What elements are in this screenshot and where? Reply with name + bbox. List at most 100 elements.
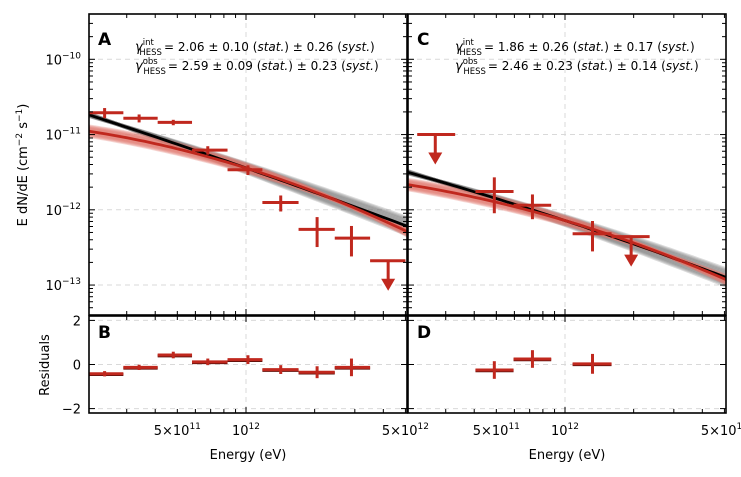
- data-point: [334, 225, 371, 257]
- gamma-superscript: int: [463, 38, 475, 48]
- tick-base: 10: [45, 129, 62, 144]
- panel-letter: A: [98, 30, 112, 50]
- tick-exponent: −10: [62, 51, 81, 61]
- data-point: [513, 194, 552, 220]
- tick-base: 10: [551, 424, 568, 439]
- panel-letter: C: [417, 30, 429, 50]
- tick-exponent: 12: [249, 422, 260, 432]
- residual-point: [227, 355, 263, 365]
- data-point: [227, 165, 263, 176]
- tick-base: 5×10: [473, 424, 509, 439]
- plot-area: [408, 14, 726, 315]
- residual-point: [334, 358, 371, 377]
- data-point: [475, 177, 514, 214]
- fit-annotation-line: γobs HESS = 2.46 ± 0.23 (stat.) ± 0.14 (sy…: [455, 57, 699, 77]
- y-gridlines: [89, 319, 407, 410]
- tick-base: 5×10: [701, 424, 737, 439]
- x-ticks: [126, 316, 406, 413]
- tick-base: 5×10: [382, 424, 418, 439]
- annotation-text: = 2.06 ± 0.10 (: [164, 40, 258, 54]
- model-uncertainty-bands: [408, 169, 726, 288]
- tick-exponent: −12: [62, 202, 81, 212]
- y-label-sup: −2: [15, 133, 25, 146]
- annotation-italic: syst.: [346, 59, 374, 73]
- annotation-italic: stat.: [261, 59, 288, 73]
- annotation-italic: stat.: [257, 40, 284, 54]
- x-axis-label-right: Energy (eV): [529, 448, 606, 463]
- y-ticks: [408, 13, 726, 316]
- tick-base: 10: [45, 279, 62, 294]
- residual-point: [298, 366, 335, 379]
- annotation-italic: syst.: [342, 40, 370, 54]
- x-tick-label: 5×1012: [701, 422, 741, 439]
- tick-exponent: −13: [62, 277, 81, 287]
- tick-base: 10: [232, 424, 249, 439]
- fit-annotation-line: γint HESS = 1.86 ± 0.26 (stat.) ± 0.17 (sy…: [455, 38, 695, 58]
- data-point: [572, 220, 612, 252]
- tick-base: 10: [45, 204, 62, 219]
- residual-point: [572, 353, 612, 374]
- annotation-italic: stat.: [581, 59, 608, 73]
- gamma-subscript: HESS: [459, 48, 482, 58]
- annotation-text: ) ± 0.14 (: [608, 59, 666, 73]
- upper-limit-point: [417, 133, 456, 165]
- residual-point: [89, 371, 124, 377]
- x-tick-label: 1012: [551, 422, 579, 439]
- x-axis-label-left: Energy (eV): [210, 448, 287, 463]
- y-axis-label-flux: E dN/dE (cm−2 s−1): [15, 104, 31, 227]
- tick-exponent: −11: [62, 127, 81, 137]
- upper-limit-arrow: [428, 152, 443, 165]
- y-label-sup: −1: [15, 109, 25, 122]
- gamma-subscript: HESS: [463, 67, 486, 77]
- annotation-text: ): [374, 59, 379, 73]
- y-gridlines: [408, 319, 726, 410]
- upper-limit-point: [611, 235, 650, 267]
- observed-model-line: [408, 183, 726, 282]
- data-point: [192, 146, 228, 155]
- gamma-superscript: int: [143, 38, 155, 48]
- gamma-subscript: HESS: [139, 48, 162, 58]
- annotation-text: = 2.59 ± 0.09 (: [168, 59, 262, 73]
- plot-area: [89, 14, 407, 315]
- x-ticks: [126, 14, 406, 315]
- x-tick-label: 1012: [232, 422, 260, 439]
- residual-point: [192, 358, 228, 366]
- data-point: [89, 108, 124, 119]
- y-axis-label-residuals: Residuals: [38, 334, 53, 396]
- tick-base: 5×10: [154, 424, 190, 439]
- y-ticks: [89, 13, 407, 316]
- residual-point: [475, 361, 514, 379]
- annotation-text: = 1.86 ± 0.26 (: [484, 40, 577, 54]
- tick-exponent: 12: [568, 422, 579, 432]
- tick-exponent: 12: [737, 422, 741, 432]
- residual-point: [262, 365, 299, 374]
- y-tick-label: −2: [62, 403, 81, 418]
- y-label-text: s: [16, 122, 31, 133]
- annotation-text: ): [370, 40, 375, 54]
- residual-point: [123, 364, 158, 371]
- annotation-italic: syst.: [666, 59, 694, 73]
- y-gridlines: [408, 58, 726, 286]
- tick-base: 10: [45, 53, 62, 68]
- y-tick-label: 10−13: [45, 277, 81, 294]
- annotation-italic: stat.: [577, 40, 604, 54]
- fit-annotation-line: γobs HESS = 2.59 ± 0.09 (stat.) ± 0.23 (sy…: [135, 57, 379, 77]
- residual-point: [157, 351, 193, 359]
- annotation-text: = 2.46 ± 0.23 (: [488, 59, 581, 73]
- annotation-text: ): [690, 40, 695, 54]
- data-point: [123, 114, 158, 123]
- upper-limit-point: [370, 259, 406, 291]
- panel-letter: B: [98, 323, 111, 343]
- y-label-text: ): [16, 104, 31, 109]
- data-point: [157, 119, 193, 126]
- gamma-symbol: γ: [135, 40, 144, 55]
- residual-point: [513, 350, 552, 368]
- plot-area: [89, 316, 407, 413]
- y-tick-label: 10−10: [45, 51, 81, 68]
- y-label-text: E dN/dE (cm: [16, 146, 31, 226]
